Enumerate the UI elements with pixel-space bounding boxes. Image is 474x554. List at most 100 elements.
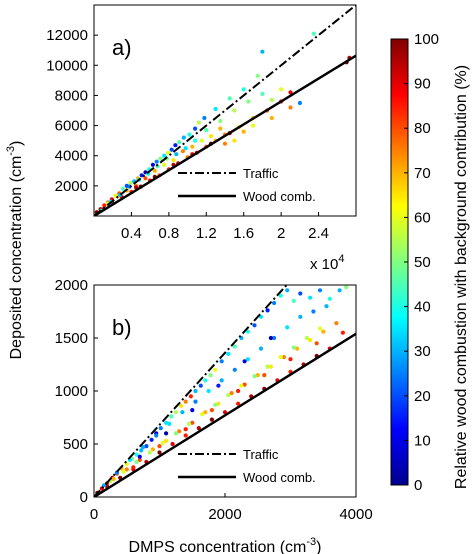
panel-b-point: [183, 427, 188, 432]
panel-a-point: [255, 73, 260, 78]
panel-b-point: [170, 441, 175, 447]
panel-b-point: [226, 351, 231, 356]
panel-a-point: [269, 97, 274, 102]
panel-b-point: [134, 459, 139, 465]
panel-a-point: [241, 87, 246, 92]
panel-a-point: [152, 168, 157, 173]
panel-b-point: [242, 359, 247, 364]
panel-b-point: [236, 401, 241, 406]
panel-b-point: [278, 355, 283, 360]
panel-b-point: [173, 431, 178, 436]
y-axis-label: Deposited concentration (cm-3): [5, 141, 25, 360]
panel-b-point: [190, 408, 195, 413]
panel-b-point: [164, 431, 169, 436]
panel-b-point: [216, 401, 221, 406]
panel-b-point: [193, 399, 198, 404]
panel-b-point: [173, 410, 178, 415]
panel-b-point: [252, 323, 257, 328]
panel-b-point: [147, 450, 152, 455]
panel-a-point: [193, 138, 198, 143]
panel-b-legend: Traffic Wood comb.: [178, 447, 316, 485]
panel-b-point: [131, 465, 136, 470]
panel-b-point: [183, 433, 188, 438]
panel-b-point: [154, 433, 159, 438]
colorbar-tick-label: 70: [414, 165, 431, 182]
panel-a-point: [208, 134, 214, 139]
panel-b-point: [272, 300, 277, 306]
panel-b-point: [295, 346, 300, 351]
panel-a-legend: Traffic Wood comb.: [178, 166, 316, 204]
panel-b-xtick-label: 4000: [339, 506, 372, 523]
panel-a-ytick-label: 8000: [55, 87, 88, 104]
panel-b-point: [232, 367, 237, 372]
panel-b-xtick-label: 0: [90, 506, 98, 523]
panel-b-point: [198, 383, 203, 388]
panel-b-point: [278, 293, 283, 298]
panel-a-xtick-label: 0.4: [121, 225, 142, 242]
panel-b-point: [196, 426, 201, 431]
colorbar-tick-label: 0: [414, 477, 422, 494]
panel-a-point: [193, 126, 198, 131]
panel-b-point: [186, 421, 192, 426]
colorbar-tick-label: 80: [414, 120, 431, 137]
panel-b-point: [308, 338, 313, 343]
panel-b-ytick-label: 0: [80, 489, 88, 506]
panel-b-point: [281, 355, 286, 360]
panel-b-point: [213, 402, 218, 407]
panel-a-point: [180, 149, 185, 154]
panel-b-point: [324, 304, 329, 309]
panel-b-point: [179, 403, 184, 408]
panel-b-point: [245, 357, 250, 362]
panel-b-point: [206, 388, 211, 394]
panel-a-traffic-line: [94, 5, 356, 216]
panel-b-point: [121, 469, 126, 474]
panel-a-point: [218, 118, 223, 124]
panel-b-point: [150, 447, 155, 452]
panel-b-point: [183, 399, 188, 404]
panel-b-point: [255, 373, 260, 378]
panel-b-point: [203, 410, 208, 415]
panel-a-wood-comb-line: [94, 54, 356, 216]
panel-b-point: [308, 295, 313, 300]
panel-a-point: [222, 141, 228, 146]
panel-b-point: [239, 383, 244, 388]
panel-a-point: [232, 138, 237, 143]
x-axis-label-sup: -3: [306, 536, 316, 548]
panel-b: 0 2000 4000 0 500 1000 1500 2000 b) Traffic Woo…: [55, 277, 373, 554]
panel-b-point: [157, 450, 162, 455]
panel-a-point: [213, 106, 218, 112]
panel-b-point: [311, 309, 316, 314]
panel-b-point: [209, 417, 214, 422]
panel-b-point: [232, 344, 237, 349]
colorbar-tick-label: 90: [414, 76, 431, 93]
panel-b-point: [158, 426, 163, 431]
colorbar-tick-label: 30: [414, 343, 431, 360]
x-multiplier-exponent: 4: [338, 253, 344, 265]
panel-a-point: [187, 132, 192, 137]
panel-a-point: [260, 91, 265, 96]
panel-a-point: [177, 140, 182, 145]
panel-a-label: a): [112, 35, 132, 60]
panel-a-point: [196, 120, 201, 125]
panel-b-point: [285, 325, 290, 330]
panel-a-point: [241, 129, 246, 134]
panel-a-xtick-label: 2.4: [308, 225, 329, 242]
panel-b-point: [167, 421, 172, 426]
panel-b-point: [200, 412, 205, 417]
colorbar-label: Relative wood combustion with background…: [453, 65, 470, 489]
panel-b-point: [144, 444, 149, 449]
panel-a-point: [232, 108, 237, 113]
panel-b-wood-comb-line: [94, 332, 356, 497]
panel-b-point: [337, 288, 342, 293]
panel-b-point: [268, 364, 273, 369]
panel-b-point: [262, 373, 267, 378]
panel-a-point: [260, 49, 265, 54]
panel-b-point: [242, 382, 247, 387]
panel-a-point: [169, 147, 174, 152]
panel-b-point: [334, 321, 339, 326]
panel-b-point: [219, 359, 224, 364]
panel-b-point: [272, 335, 277, 341]
colorbar-tick-label: 60: [414, 209, 431, 226]
panel-b-point: [213, 367, 218, 372]
